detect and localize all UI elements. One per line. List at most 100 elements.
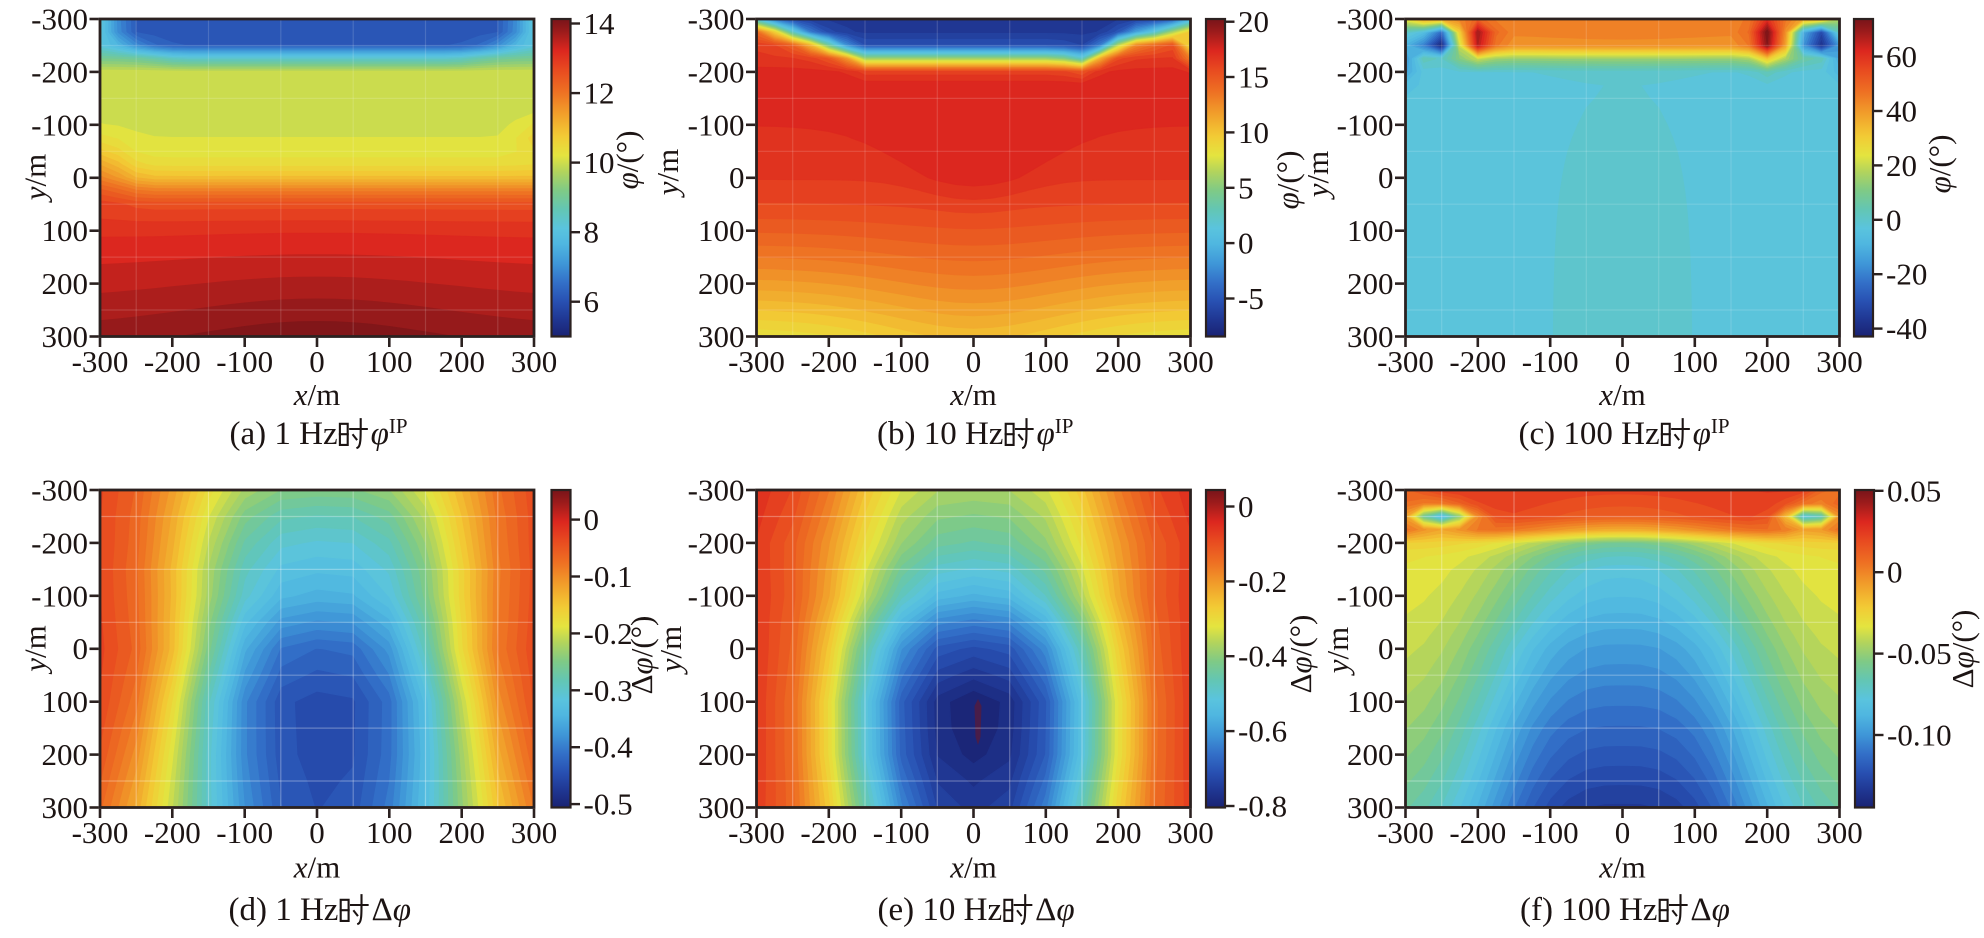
svg-text:Δφ/(°): Δφ/(°) (1283, 615, 1318, 694)
svg-text:-300: -300 (688, 2, 745, 37)
svg-text:-300: -300 (72, 344, 129, 379)
svg-text:Δφ: Δφ (1035, 892, 1075, 928)
svg-text:-100: -100 (688, 107, 745, 142)
svg-text:100: 100 (698, 213, 745, 248)
svg-text:15: 15 (1238, 60, 1269, 95)
svg-text:(a) 1 Hz: (a) 1 Hz (230, 416, 338, 452)
svg-text:-0.2: -0.2 (1238, 564, 1287, 599)
svg-text:-100: -100 (31, 107, 88, 142)
svg-text:y/m: y/m (18, 625, 53, 675)
svg-text:y/m: y/m (653, 626, 688, 676)
svg-text:-200: -200 (1449, 815, 1506, 850)
svg-text:-0.3: -0.3 (584, 673, 633, 708)
svg-text:-300: -300 (72, 815, 129, 850)
svg-text:0: 0 (1378, 631, 1394, 666)
svg-text:0: 0 (1238, 489, 1254, 524)
svg-text:300: 300 (1167, 344, 1214, 379)
svg-text:-300: -300 (1337, 473, 1394, 508)
svg-text:10: 10 (1238, 115, 1269, 150)
svg-text:-0.05: -0.05 (1887, 636, 1952, 671)
svg-text:6: 6 (584, 284, 600, 319)
svg-text:x/m: x/m (293, 377, 341, 412)
svg-text:-200: -200 (144, 815, 201, 850)
svg-text:20: 20 (1886, 148, 1917, 183)
svg-text:-300: -300 (31, 2, 88, 37)
svg-text:(d) 1 Hz: (d) 1 Hz (229, 892, 339, 928)
svg-text:-0.4: -0.4 (584, 730, 634, 765)
svg-text:200: 200 (438, 815, 485, 850)
svg-text:φ/(°): φ/(°) (1270, 151, 1305, 210)
svg-text:60: 60 (1886, 39, 1917, 74)
svg-text:-200: -200 (1449, 344, 1506, 379)
svg-text:300: 300 (698, 790, 745, 825)
svg-text:φIP: φIP (1693, 414, 1730, 452)
svg-text:0: 0 (729, 631, 745, 666)
svg-text:Δφ/(°): Δφ/(°) (624, 616, 659, 695)
svg-text:0: 0 (1615, 815, 1631, 850)
svg-text:x/m: x/m (1598, 377, 1646, 412)
svg-text:200: 200 (1095, 344, 1142, 379)
svg-text:0.05: 0.05 (1887, 473, 1941, 508)
svg-text:100: 100 (1023, 344, 1070, 379)
svg-text:-200: -200 (31, 525, 88, 560)
svg-text:-0.8: -0.8 (1238, 789, 1287, 824)
svg-text:-200: -200 (688, 54, 745, 89)
svg-text:-0.4: -0.4 (1238, 639, 1288, 674)
svg-text:0: 0 (729, 160, 745, 195)
svg-text:200: 200 (1347, 266, 1394, 301)
svg-text:200: 200 (42, 737, 89, 772)
svg-text:200: 200 (1744, 344, 1791, 379)
svg-text:(c) 100 Hz: (c) 100 Hz (1519, 416, 1660, 452)
svg-text:-100: -100 (1522, 815, 1579, 850)
svg-text:-300: -300 (1337, 2, 1394, 37)
svg-text:-0.2: -0.2 (584, 616, 633, 651)
svg-text:100: 100 (42, 684, 89, 719)
svg-text:y/m: y/m (1320, 627, 1355, 677)
svg-text:100: 100 (1023, 815, 1070, 850)
svg-text:x/m: x/m (949, 377, 997, 412)
svg-text:-100: -100 (873, 815, 930, 850)
svg-text:200: 200 (438, 344, 485, 379)
svg-text:-100: -100 (216, 344, 273, 379)
svg-text:-200: -200 (800, 344, 857, 379)
svg-text:-200: -200 (688, 525, 745, 560)
svg-text:-100: -100 (31, 578, 88, 613)
svg-text:300: 300 (1347, 319, 1394, 354)
svg-text:-300: -300 (31, 473, 88, 508)
svg-text:300: 300 (1816, 815, 1863, 850)
svg-text:200: 200 (698, 266, 745, 301)
svg-text:φ/(°): φ/(°) (610, 131, 645, 190)
svg-text:300: 300 (1167, 815, 1214, 850)
svg-text:100: 100 (1672, 344, 1719, 379)
svg-text:-300: -300 (1377, 815, 1434, 850)
svg-text:-0.5: -0.5 (584, 787, 633, 822)
svg-text:200: 200 (1095, 815, 1142, 850)
svg-text:-40: -40 (1886, 311, 1927, 346)
svg-text:100: 100 (698, 684, 745, 719)
svg-text:300: 300 (1347, 790, 1394, 825)
svg-text:Δφ: Δφ (372, 892, 412, 928)
svg-text:y/m: y/m (18, 154, 53, 204)
svg-text:-100: -100 (1337, 578, 1394, 613)
svg-text:Δφ/(°): Δφ/(°) (1945, 610, 1980, 689)
svg-text:0: 0 (309, 815, 325, 850)
svg-text:200: 200 (42, 266, 89, 301)
svg-text:40: 40 (1886, 94, 1917, 129)
svg-text:φ/(°): φ/(°) (1922, 135, 1957, 194)
svg-text:-300: -300 (688, 473, 745, 508)
svg-text:8: 8 (584, 215, 600, 250)
svg-text:300: 300 (511, 344, 558, 379)
svg-text:0: 0 (73, 160, 89, 195)
svg-text:100: 100 (42, 213, 89, 248)
svg-text:(b) 10 Hz: (b) 10 Hz (877, 416, 1003, 452)
svg-text:-200: -200 (31, 54, 88, 89)
svg-text:-200: -200 (1337, 54, 1394, 89)
svg-text:y/m: y/m (650, 149, 685, 199)
svg-text:0: 0 (966, 344, 982, 379)
svg-text:0: 0 (73, 631, 89, 666)
svg-text:-200: -200 (1337, 525, 1394, 560)
svg-text:5: 5 (1238, 170, 1254, 205)
svg-text:-100: -100 (1522, 344, 1579, 379)
svg-text:10: 10 (584, 145, 615, 180)
svg-text:100: 100 (1672, 815, 1719, 850)
